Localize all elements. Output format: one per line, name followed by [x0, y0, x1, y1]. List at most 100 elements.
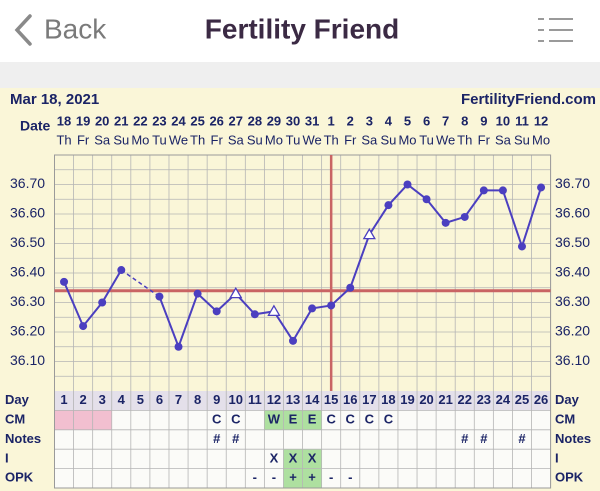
table-cell: 25 [515, 392, 529, 407]
menu-icon[interactable] [538, 18, 573, 42]
table-cell: C [231, 412, 241, 427]
date-label: 19 [76, 113, 90, 128]
date-label: 30 [286, 113, 300, 128]
weekday-label: Sa [495, 132, 512, 147]
weekday-label: We [436, 132, 455, 147]
weekday-label: Mo [131, 132, 149, 147]
table-cell: + [308, 470, 316, 485]
weekday-label: Su [113, 132, 129, 147]
table-cell: 22 [458, 392, 472, 407]
table-cell: 15 [324, 392, 338, 407]
table-cell: 2 [80, 392, 87, 407]
y-tick-label-right: 36.60 [555, 205, 590, 221]
table-cell: 3 [99, 392, 106, 407]
weekday-label: We [302, 132, 321, 147]
date-row-label: Date [20, 118, 51, 134]
table-cell: 10 [229, 392, 243, 407]
cell-highlight [302, 468, 322, 488]
y-tick-label-right: 36.20 [555, 323, 590, 339]
weekday-label: Th [56, 132, 71, 147]
table-cell: 20 [419, 392, 433, 407]
temperature-point [460, 212, 469, 221]
date-label: 6 [423, 113, 430, 128]
table-cell: 26 [534, 392, 548, 407]
y-tick-label-right: 36.10 [555, 352, 590, 368]
table-cell: 14 [305, 392, 320, 407]
temperature-point [117, 266, 126, 275]
table-cell: 8 [194, 392, 201, 407]
weekday-label: Mo [398, 132, 416, 147]
temperature-point [346, 283, 355, 292]
table-cell: 16 [343, 392, 357, 407]
row-label: OPK [5, 470, 34, 485]
weekday-label: Mo [532, 132, 550, 147]
weekday-label: Fr [344, 132, 357, 147]
date-label: 12 [534, 113, 548, 128]
temperature-point [267, 304, 281, 316]
table-cell: C [346, 412, 356, 427]
temperature-point [229, 286, 243, 299]
table-cell: - [348, 470, 352, 485]
temperature-point [193, 289, 202, 298]
y-tick-label-right: 36.30 [555, 293, 590, 309]
weekday-label: Su [247, 132, 263, 147]
back-chevron[interactable] [14, 14, 32, 46]
back-button[interactable]: Back [44, 13, 107, 44]
weekday-label: Fr [211, 132, 224, 147]
date-label: 2 [347, 113, 354, 128]
y-tick-label: 36.50 [10, 234, 45, 250]
temperature-point [174, 342, 183, 351]
weekday-label: Tu [419, 132, 434, 147]
cell-highlight [73, 410, 93, 430]
table-cell: 13 [286, 392, 300, 407]
row-label-right: OPK [555, 470, 584, 485]
weekday-label: Sa [228, 132, 245, 147]
y-tick-label-right: 36.40 [555, 264, 590, 280]
date-label: 22 [133, 113, 147, 128]
temperature-point [362, 227, 376, 240]
table-cell: 12 [267, 392, 281, 407]
y-tick-label: 36.40 [10, 264, 45, 280]
table-cell: 6 [156, 392, 163, 407]
y-tick-label: 36.30 [10, 293, 45, 309]
table-cell: 9 [213, 392, 220, 407]
date-label: 10 [496, 113, 510, 128]
separator [0, 62, 600, 88]
cell-highlight [302, 449, 322, 469]
cell-highlight [283, 468, 303, 488]
table-cell: X [308, 450, 317, 465]
weekday-label: Th [324, 132, 339, 147]
temperature-point [250, 310, 259, 319]
cell-highlight [92, 410, 112, 430]
date-label: 20 [95, 113, 109, 128]
weekday-label: Su [514, 132, 530, 147]
table-cell: # [232, 431, 240, 446]
date-label: 23 [152, 113, 166, 128]
date-label: 24 [171, 113, 186, 128]
date-label: 3 [366, 113, 373, 128]
header-bar [0, 0, 600, 62]
table-cell: 18 [381, 392, 395, 407]
date-label: 8 [461, 113, 468, 128]
cell-highlight [283, 410, 303, 430]
cell-highlight [264, 410, 284, 430]
app-title: Fertility Friend [205, 13, 399, 44]
temperature-point [60, 277, 69, 286]
temperature-point [422, 195, 431, 204]
y-tick-label-right: 36.70 [555, 175, 590, 191]
table-cell: 17 [362, 392, 376, 407]
table-cell: X [289, 450, 298, 465]
row-label-right: CM [555, 412, 575, 427]
table-cell: E [308, 412, 317, 427]
date-label: 9 [480, 113, 487, 128]
date-label: 27 [229, 113, 243, 128]
table-cell: 11 [248, 392, 262, 407]
table-cell: - [253, 470, 257, 485]
date-label: 21 [114, 113, 128, 128]
row-label-right: Notes [555, 431, 591, 446]
weekday-label: Sa [94, 132, 111, 147]
table-cell: 5 [137, 392, 144, 407]
temperature-point [98, 298, 107, 307]
